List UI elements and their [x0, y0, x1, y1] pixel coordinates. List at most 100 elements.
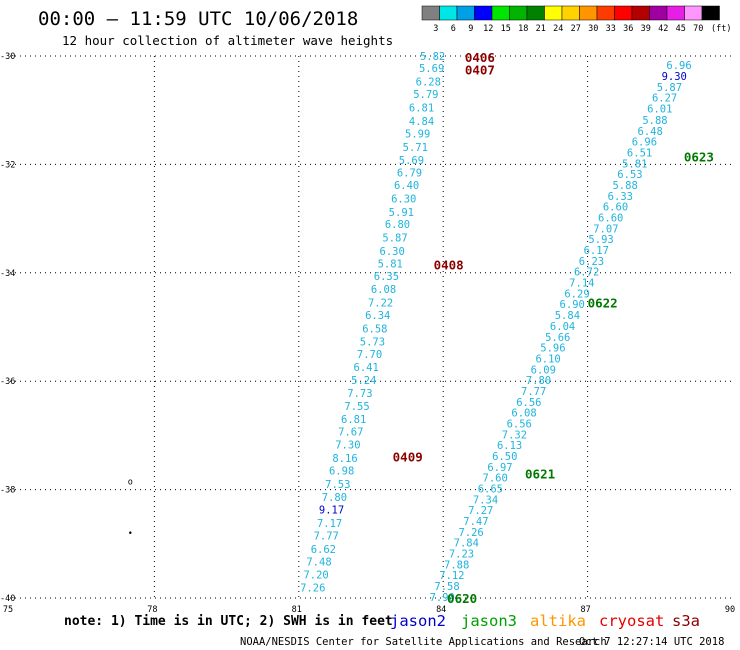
wave-height-value: 7.80: [526, 375, 551, 387]
legend-label: 15: [501, 24, 511, 34]
wave-height-value: 6.50: [492, 451, 517, 463]
pass-time-label: 0408: [434, 258, 464, 273]
legend-swatch: [491, 5, 510, 21]
legend-swatch: [526, 5, 545, 21]
legend-swatch: [579, 5, 598, 21]
legend-swatch: [544, 5, 563, 21]
wave-height-value: 5.87: [382, 233, 407, 245]
wave-height-value: 5.82: [420, 51, 445, 63]
legend-label: 45: [676, 24, 686, 34]
x-tick-label: 78: [147, 605, 157, 615]
isolated-mark: •: [128, 529, 133, 539]
legend-label: 3: [433, 24, 438, 34]
wave-height-value: 7.88: [444, 559, 469, 571]
wave-height-value: 6.23: [579, 256, 604, 268]
wave-height-value: 5.73: [360, 337, 385, 349]
wave-height-value: 8.16: [332, 453, 357, 465]
wave-height-value: 6.04: [550, 321, 575, 333]
wave-height-value: 7.70: [357, 349, 382, 361]
wave-height-value: 6.41: [354, 362, 379, 374]
legend-swatch: [684, 5, 703, 21]
wave-height-value: 5.69: [419, 63, 444, 75]
y-tick-label: -32: [0, 160, 15, 170]
legend-label: 12: [483, 24, 493, 34]
wave-height-value: 5.79: [413, 89, 438, 101]
legend-label: 21: [536, 24, 546, 34]
legend-label: 42: [658, 24, 668, 34]
wave-height-value: 7.77: [521, 386, 546, 398]
isolated-mark: o: [128, 477, 133, 487]
pass-time-label: 0622: [588, 296, 618, 311]
wave-height-value: 6.17: [584, 245, 609, 257]
wave-height-value: 6.48: [638, 126, 663, 138]
legend-swatch: [614, 5, 633, 21]
wave-height-value: 5.81: [622, 158, 647, 170]
wave-height-value: 7.17: [317, 518, 342, 530]
wave-height-value: 7.84: [454, 538, 479, 550]
isolated-marks: o•: [128, 477, 133, 538]
wave-height-value: 7.47: [463, 516, 488, 528]
mission-name: jason3: [461, 612, 517, 630]
legend-label: 70: [693, 24, 703, 34]
y-tick-label: -34: [0, 269, 15, 279]
legend-label: 27: [571, 24, 581, 34]
wave-height-value: 6.81: [341, 414, 366, 426]
wave-height-value: 7.58: [434, 581, 459, 593]
wave-height-value: 5.69: [399, 155, 424, 167]
wave-height-value: 6.33: [608, 191, 633, 203]
pass-time-label: 0621: [525, 466, 555, 481]
wave-height-value: 6.65: [478, 484, 503, 496]
wave-height-value: 7.23: [449, 549, 474, 561]
wave-height-value: 7.30: [335, 440, 360, 452]
wave-height-value: 7.32: [502, 429, 527, 441]
grid: [10, 55, 732, 599]
legend-swatch: [474, 5, 493, 21]
legend-swatch: [509, 5, 528, 21]
wave-height-value: 7.27: [468, 505, 493, 517]
legend-swatch: [421, 5, 440, 21]
legend-label: 24: [553, 24, 563, 34]
wave-height-value: 6.56: [516, 397, 541, 409]
pass-time-label: 0620: [447, 591, 477, 606]
wave-height-value: 7.26: [300, 583, 325, 595]
wave-height-value: 5.91: [389, 207, 414, 219]
wave-height-value: 6.30: [391, 194, 416, 206]
wave-height-value: 6.97: [487, 462, 512, 474]
wave-height-value: 6.08: [371, 284, 396, 296]
color-legend: 3 6 9 12 15 18 21 24 27 30 33 36 39 42 45 70: [421, 5, 720, 34]
wave-height-value: 6.13: [497, 440, 522, 452]
wave-height-value: 7.20: [303, 570, 328, 582]
y-tick-label: -30: [0, 52, 15, 62]
x-tick-label: 90: [725, 605, 735, 615]
mission-legend: jason2 jason3 altika cryosat s3a: [390, 612, 700, 630]
y-tick-label: -40: [0, 594, 15, 604]
legend-swatch: [439, 5, 458, 21]
legend-swatch: [649, 5, 668, 21]
wave-height-value: 6.58: [362, 324, 387, 336]
y-tick-label: -36: [0, 377, 15, 387]
wave-height-value: 7.67: [338, 427, 363, 439]
pass-time-label: 0406: [465, 50, 495, 65]
wave-height-value: 5.24: [351, 375, 376, 387]
wave-height-value: 6.10: [535, 353, 560, 365]
wave-height-value: 9.30: [662, 71, 687, 83]
wave-height-value: 7.55: [344, 401, 369, 413]
wave-height-value: 7.80: [322, 492, 347, 504]
wave-height-value: 7.90: [430, 592, 455, 604]
footer-timestamp: Oct 7 12:27:14 UTC 2018: [579, 636, 724, 648]
wave-height-value: 7.60: [483, 473, 508, 485]
mission-name: cryosat: [599, 612, 664, 630]
axis-ticks: 75 78 81 84 87 90 -30 -32 -34 -36 -38 -40: [0, 52, 735, 615]
mission-name: s3a: [672, 612, 700, 630]
wave-height-value: 6.80: [385, 219, 410, 231]
wave-height-value: 6.27: [652, 93, 677, 105]
wave-height-value: 5.96: [540, 343, 565, 355]
wave-height-value: 6.96: [632, 137, 657, 149]
wave-height-value: 6.34: [365, 310, 390, 322]
chart-subtitle: 12 hour collection of altimeter wave hei…: [62, 33, 393, 48]
legend-label: 30: [588, 24, 598, 34]
wave-height-value: 6.53: [617, 169, 642, 181]
footer-credit: NOAA/NESDIS Center for Satellite Applica…: [240, 636, 607, 648]
